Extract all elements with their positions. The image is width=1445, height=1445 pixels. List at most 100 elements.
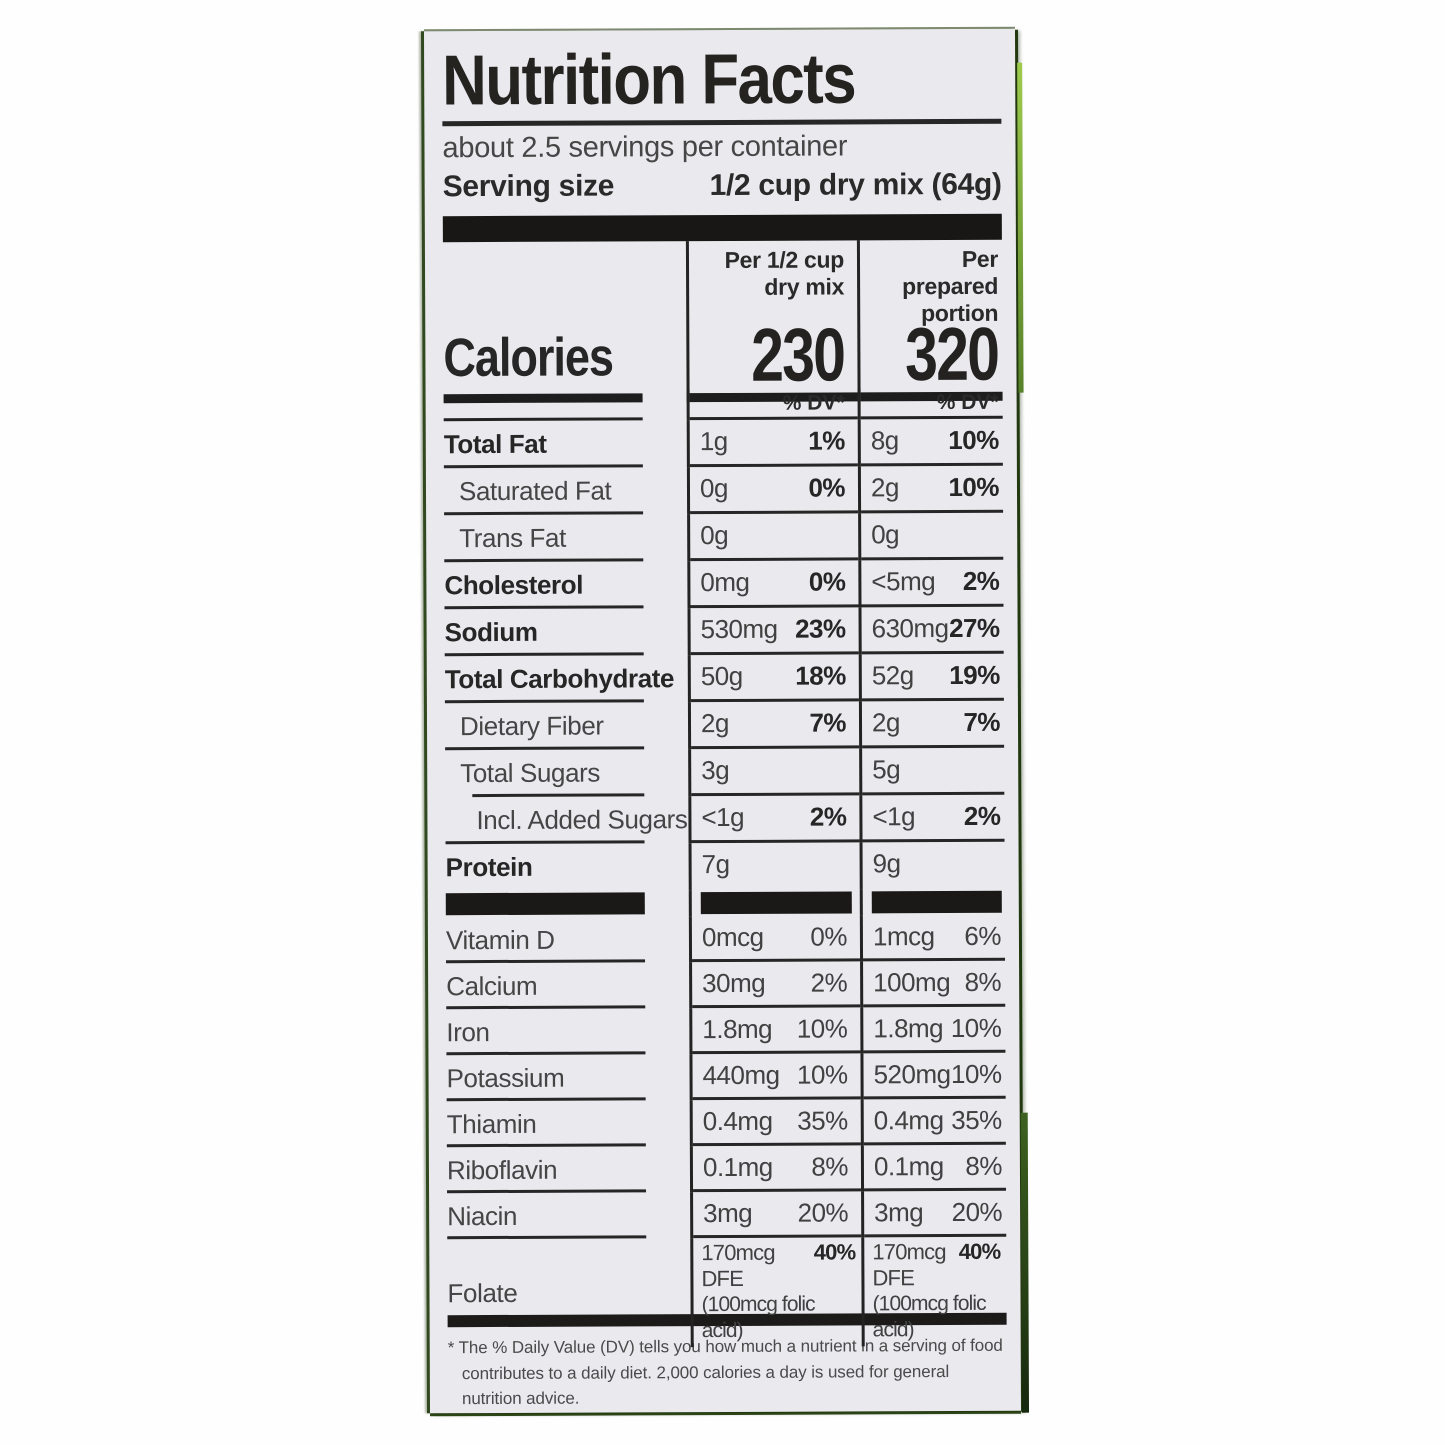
nutrient-name: Sodium xyxy=(445,608,688,656)
dv-header-cell-dry: % DV* xyxy=(686,388,858,421)
amount-cell: 8g 10% xyxy=(857,418,1003,467)
dv-value: 8% xyxy=(965,1150,1003,1181)
dv-value: 2% xyxy=(809,801,847,832)
table-row-iron: Iron 1.8mg 10% 1.8mg 10% xyxy=(446,1006,1006,1055)
amount-cell: 0.4mg 35% xyxy=(860,1098,1006,1146)
dv-value: 0% xyxy=(808,472,846,503)
amount-cell: 0mcg 0% xyxy=(688,915,861,963)
amount-cell: 52g 19% xyxy=(858,653,1004,702)
table-row-calcium: Calcium 30mg 2% 100mg 8% xyxy=(446,960,1006,1009)
table-row-added-sugars: Incl. Added Sugars <1g 2% <1g 2% xyxy=(445,794,1005,844)
dv-value: 19% xyxy=(949,659,1000,691)
table-row-total-carbohydrate: Total Carbohydrate 50g 18% 52g 19% xyxy=(445,653,1004,703)
dv-value: 10% xyxy=(950,1058,1002,1089)
nutrition-facts-panel: Nutrition Facts about 2.5 servings per c… xyxy=(423,28,1030,1414)
amount: 0g xyxy=(871,519,900,550)
dv-value: 40% xyxy=(813,1239,856,1265)
serving-size-row: Serving size 1/2 cup dry mix (64g) xyxy=(443,164,1002,208)
amount-cell: <5mg 2% xyxy=(858,559,1004,608)
amount-cell: 30mg 2% xyxy=(689,961,861,1009)
amount: 1mcg xyxy=(872,920,935,951)
mid-bar-prepared xyxy=(859,888,1005,916)
dv-value: 27% xyxy=(948,612,1000,644)
amount: 8g xyxy=(870,425,899,456)
dv-header-spacer xyxy=(444,389,687,421)
table-row-sodium: Sodium 530mg 23% 630mg 27% xyxy=(445,606,1004,656)
amount: 2g xyxy=(871,707,900,738)
amount: 2g xyxy=(700,707,729,739)
dv-value: 10% xyxy=(950,1012,1002,1043)
column-prepared: Per prepared portion 320 xyxy=(856,239,1003,402)
amount-cell: 2g 7% xyxy=(858,700,1005,749)
amount-cell: 0g xyxy=(687,513,859,562)
dv-value: 35% xyxy=(797,1104,848,1136)
amount: 3g xyxy=(701,754,730,786)
dv-value: 0% xyxy=(810,920,848,952)
table-row-folate: Folate 170mcg DFE 40% (100mcg folic acid)… xyxy=(447,1236,1007,1347)
mid-bar-name xyxy=(445,890,689,917)
table-row-protein: Protein 7g 9g xyxy=(445,841,1005,891)
amount-cell: <1g 2% xyxy=(859,794,1005,843)
dv-header-row: % DV* % DV* xyxy=(444,387,1003,421)
serving-size-label: Serving size xyxy=(442,169,615,204)
dv-value: 10% xyxy=(796,1012,848,1044)
nutrient-name: Iron xyxy=(446,1008,689,1055)
mid-bar-dry xyxy=(688,889,860,917)
servings-per-container: about 2.5 servings per container xyxy=(442,130,848,165)
amount-cell: 170mcg DFE 40% (100mcg folic acid) xyxy=(861,1236,1007,1346)
amount-cell: 2g 10% xyxy=(857,465,1004,514)
amount: 2g xyxy=(870,472,899,503)
dv-value: 2% xyxy=(962,565,1000,596)
amount: 170mcg DFE xyxy=(872,1239,946,1291)
nutrition-facts-title: Nutrition Facts xyxy=(442,38,856,120)
amount-cell: 0.1mg 8% xyxy=(689,1145,862,1193)
nutrient-name: Potassium xyxy=(446,1054,689,1101)
folate-sub-note: (100mcg folic acid) xyxy=(701,1292,815,1343)
nutrient-name: Total Sugars xyxy=(445,749,688,797)
table-row-dietary-fiber: Dietary Fiber 2g 7% 2g 7% xyxy=(445,700,1005,750)
amount: <5mg xyxy=(871,566,936,597)
dv-value: 8% xyxy=(964,966,1002,997)
amount: 100mg xyxy=(873,966,951,997)
amount-cell: 0g 0% xyxy=(686,466,859,515)
amount: 3mg xyxy=(874,1196,924,1227)
amount-cell: 1g 1% xyxy=(686,419,858,468)
nutrient-name: Folate xyxy=(447,1277,518,1308)
calories-value-prepared: 320 xyxy=(905,312,999,398)
amount-cell: 0.4mg 35% xyxy=(689,1099,861,1147)
amount: 0.1mg xyxy=(873,1150,944,1181)
amount: 7g xyxy=(701,848,730,880)
amount: 520mg xyxy=(873,1058,951,1089)
dv-value: 20% xyxy=(797,1196,849,1228)
nutrient-name: Thiamin xyxy=(447,1100,690,1147)
amount-cell: 50g 18% xyxy=(687,654,859,703)
amount-cell: 170mcg DFE 40% (100mcg folic acid) xyxy=(690,1237,862,1347)
folate-sub-note: (100mcg folic acid) xyxy=(872,1291,986,1342)
amount: 30mg xyxy=(702,967,766,998)
table-row-total-fat: Total Fat 1g 1% 8g 10% xyxy=(444,418,1003,468)
amount: <1g xyxy=(701,801,745,833)
nutrient-name: Total Fat xyxy=(444,420,687,468)
dv-value: 6% xyxy=(964,920,1002,951)
amount-cell: 530mg 23% xyxy=(687,607,859,656)
table-row-trans-fat: Trans Fat 0g 0g xyxy=(444,512,1004,562)
dv-value: 23% xyxy=(794,613,846,644)
dv-value: 35% xyxy=(951,1104,1002,1135)
amount-cell: 100mg 8% xyxy=(860,960,1006,1008)
nutrient-name: Calcium xyxy=(446,962,689,1009)
table-row-vitamin-d: Vitamin D 0mcg 0% 1mcg 6% xyxy=(446,914,1006,963)
amount: 630mg xyxy=(871,613,949,644)
amount-cell: 0g xyxy=(858,512,1004,561)
amount-cell: <1g 2% xyxy=(688,795,860,844)
amount-cell: 7g xyxy=(688,842,860,891)
amount: 440mg xyxy=(702,1059,780,1090)
table-row-total-sugars: Total Sugars 3g 5g xyxy=(445,747,1005,797)
amount-cell: 630mg 27% xyxy=(858,606,1004,655)
amount: 170mcg DFE xyxy=(701,1239,775,1292)
nutrient-name: Protein xyxy=(445,851,533,883)
thick-divider-bar-top xyxy=(442,213,1002,243)
amount: 530mg xyxy=(700,613,778,645)
table-row-saturated-fat: Saturated Fat 0g 0% 2g 10% xyxy=(444,465,1004,515)
calories-label-cell: Calories xyxy=(443,241,687,403)
